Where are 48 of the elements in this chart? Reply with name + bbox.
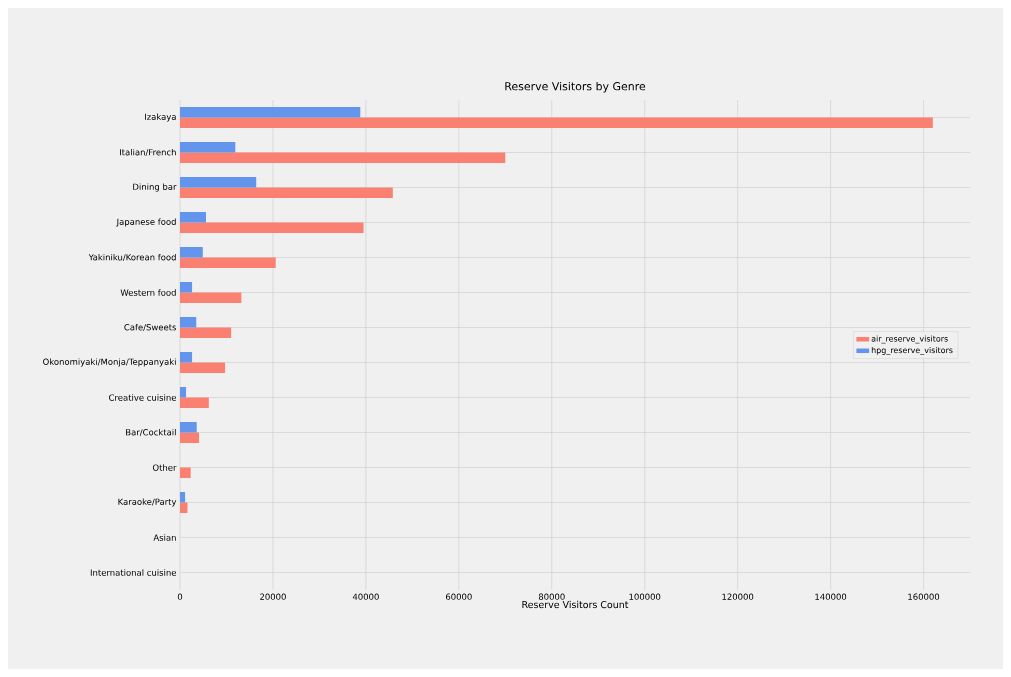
bar (180, 387, 187, 398)
bar (180, 292, 242, 303)
y-tick-label: Creative cuisine (109, 394, 177, 401)
bar (180, 142, 236, 153)
bar (180, 352, 193, 363)
y-tick-label: Okonomiyaki/Monja/Teppanyaki (43, 358, 176, 367)
bar (180, 432, 200, 443)
y-tick-label: Asian (153, 534, 176, 541)
bar (180, 467, 191, 478)
bar (180, 492, 186, 503)
bar (180, 362, 226, 373)
bar (180, 247, 203, 258)
x-tick-label: 160000 (908, 593, 940, 600)
bar (180, 502, 188, 514)
bar (180, 117, 933, 128)
x-tick-label: 40000 (352, 593, 379, 600)
y-tick-label: Karaoke/Party (118, 498, 177, 507)
bar (180, 317, 197, 328)
chart-title: Reserve Visitors by Genre (505, 81, 646, 93)
x-tick-label: 120000 (722, 593, 754, 600)
y-tick-label: International cuisine (90, 569, 177, 576)
y-tick-label: Japanese food (116, 218, 176, 227)
bar (180, 107, 361, 118)
y-tick-label: Western food (120, 289, 176, 296)
bar (180, 222, 364, 233)
y-tick-label: Other (152, 464, 177, 471)
y-tick-label: Cafe/Sweets (124, 323, 177, 332)
y-tick-label: Yakiniku/Korean food (88, 253, 176, 262)
x-tick-label: 140000 (815, 593, 847, 600)
bar (180, 397, 209, 408)
y-tick-label: Italian/French (120, 148, 176, 157)
y-tick-label: Bar/Cocktail (126, 428, 176, 437)
x-axis-title: Reserve Visitors Count (522, 600, 629, 609)
bar (180, 257, 276, 268)
bar (180, 152, 506, 163)
x-tick-label: 80000 (538, 593, 565, 600)
bar (180, 282, 193, 293)
x-tick-label: 20000 (260, 593, 286, 600)
x-tick-label: 100000 (629, 593, 661, 600)
bar (180, 327, 232, 338)
bar (180, 177, 257, 188)
bar (180, 212, 207, 223)
bar (180, 187, 393, 198)
y-tick-label: Dining bar (133, 183, 177, 192)
x-tick-label: 60000 (445, 593, 472, 600)
bar (180, 422, 197, 433)
y-tick-label: Izakaya (145, 113, 176, 122)
x-tick-label: 0 (177, 593, 183, 600)
